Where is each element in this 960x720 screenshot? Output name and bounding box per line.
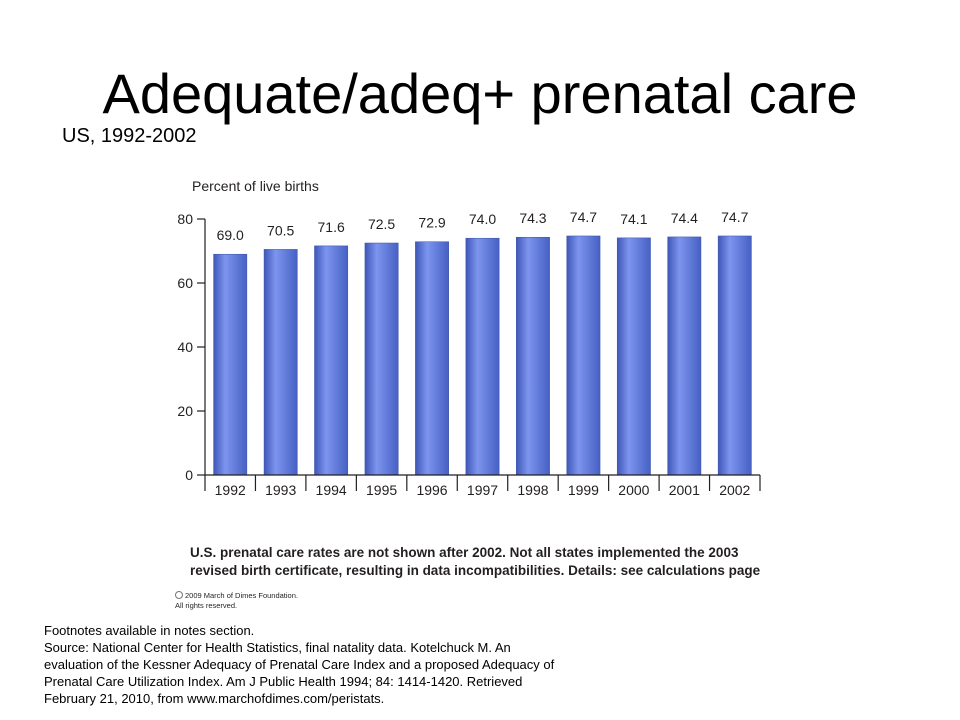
chart-note-line: U.S. prenatal care rates are not shown a…	[190, 545, 739, 560]
x-tick-label: 2000	[618, 482, 649, 498]
bar-value-label: 70.5	[267, 222, 294, 238]
bar-value-label: 74.3	[519, 210, 546, 226]
bar-value-label: 74.7	[570, 209, 597, 225]
x-tick-label: 2001	[669, 482, 700, 498]
slide-title: Adequate/adeq+ prenatal care	[102, 62, 858, 125]
bar-value-label: 74.7	[721, 209, 748, 225]
bar	[616, 237, 651, 476]
x-tick-label: 1996	[416, 482, 447, 498]
y-tick-label: 80	[177, 211, 193, 227]
copyright-icon	[175, 591, 183, 599]
y-tick-label: 20	[177, 403, 193, 419]
footnote-line: evaluation of the Kessner Adequacy of Pr…	[44, 657, 555, 672]
footnotes: Footnotes available in notes section. So…	[44, 622, 704, 707]
x-tick-label: 1997	[467, 482, 498, 498]
slide-subtitle: US, 1992-2002	[62, 125, 197, 147]
bar	[213, 253, 248, 476]
x-tick-label: 1994	[316, 482, 347, 498]
x-tick-label: 1993	[265, 482, 296, 498]
copyright-line: 2009 March of Dimes Foundation.	[185, 591, 298, 600]
bar-value-label: 72.5	[368, 216, 395, 232]
footnote-line: Source: National Center for Health Stati…	[44, 640, 511, 655]
x-tick-label: 1995	[366, 482, 397, 498]
bar-value-label: 74.0	[469, 211, 496, 227]
bar	[566, 235, 601, 476]
bar	[263, 249, 298, 476]
x-tick-label: 1999	[568, 482, 599, 498]
bar	[364, 242, 399, 476]
bar-chart: Percent of live births 0 20 40 60 80 69.0 70.…	[175, 178, 761, 610]
bar	[717, 235, 752, 476]
bar-value-label: 74.1	[620, 211, 647, 227]
chart-note-line: revised birth certificate, resulting in …	[190, 563, 761, 578]
footnote-line: February 21, 2010, from www.marchofdimes…	[44, 691, 385, 706]
bar-value-label: 69.0	[217, 227, 244, 243]
bar-value-label: 72.9	[418, 215, 445, 231]
bar	[516, 236, 550, 476]
y-tick-label: 40	[177, 339, 193, 355]
x-tick-label: 1998	[517, 482, 548, 498]
x-tick-label: 1992	[215, 482, 246, 498]
bar	[465, 237, 500, 476]
copyright-line: All rights reserved.	[175, 601, 237, 610]
bar-value-label: 71.6	[318, 219, 345, 235]
copyright-notice: 2009 March of Dimes Foundation. All righ…	[175, 591, 298, 610]
y-tick-label: 0	[185, 467, 193, 483]
bar	[314, 245, 349, 476]
y-tick-label: 60	[177, 275, 193, 291]
y-axis-label: Percent of live births	[192, 178, 319, 194]
x-tick-label: 2002	[719, 482, 750, 498]
bar	[667, 236, 702, 476]
footnote-line: Prenatal Care Utilization Index. Am J Pu…	[44, 674, 523, 689]
bar	[415, 241, 449, 476]
footnote-line: Footnotes available in notes section.	[44, 623, 255, 638]
bar-value-label: 74.4	[671, 210, 698, 226]
